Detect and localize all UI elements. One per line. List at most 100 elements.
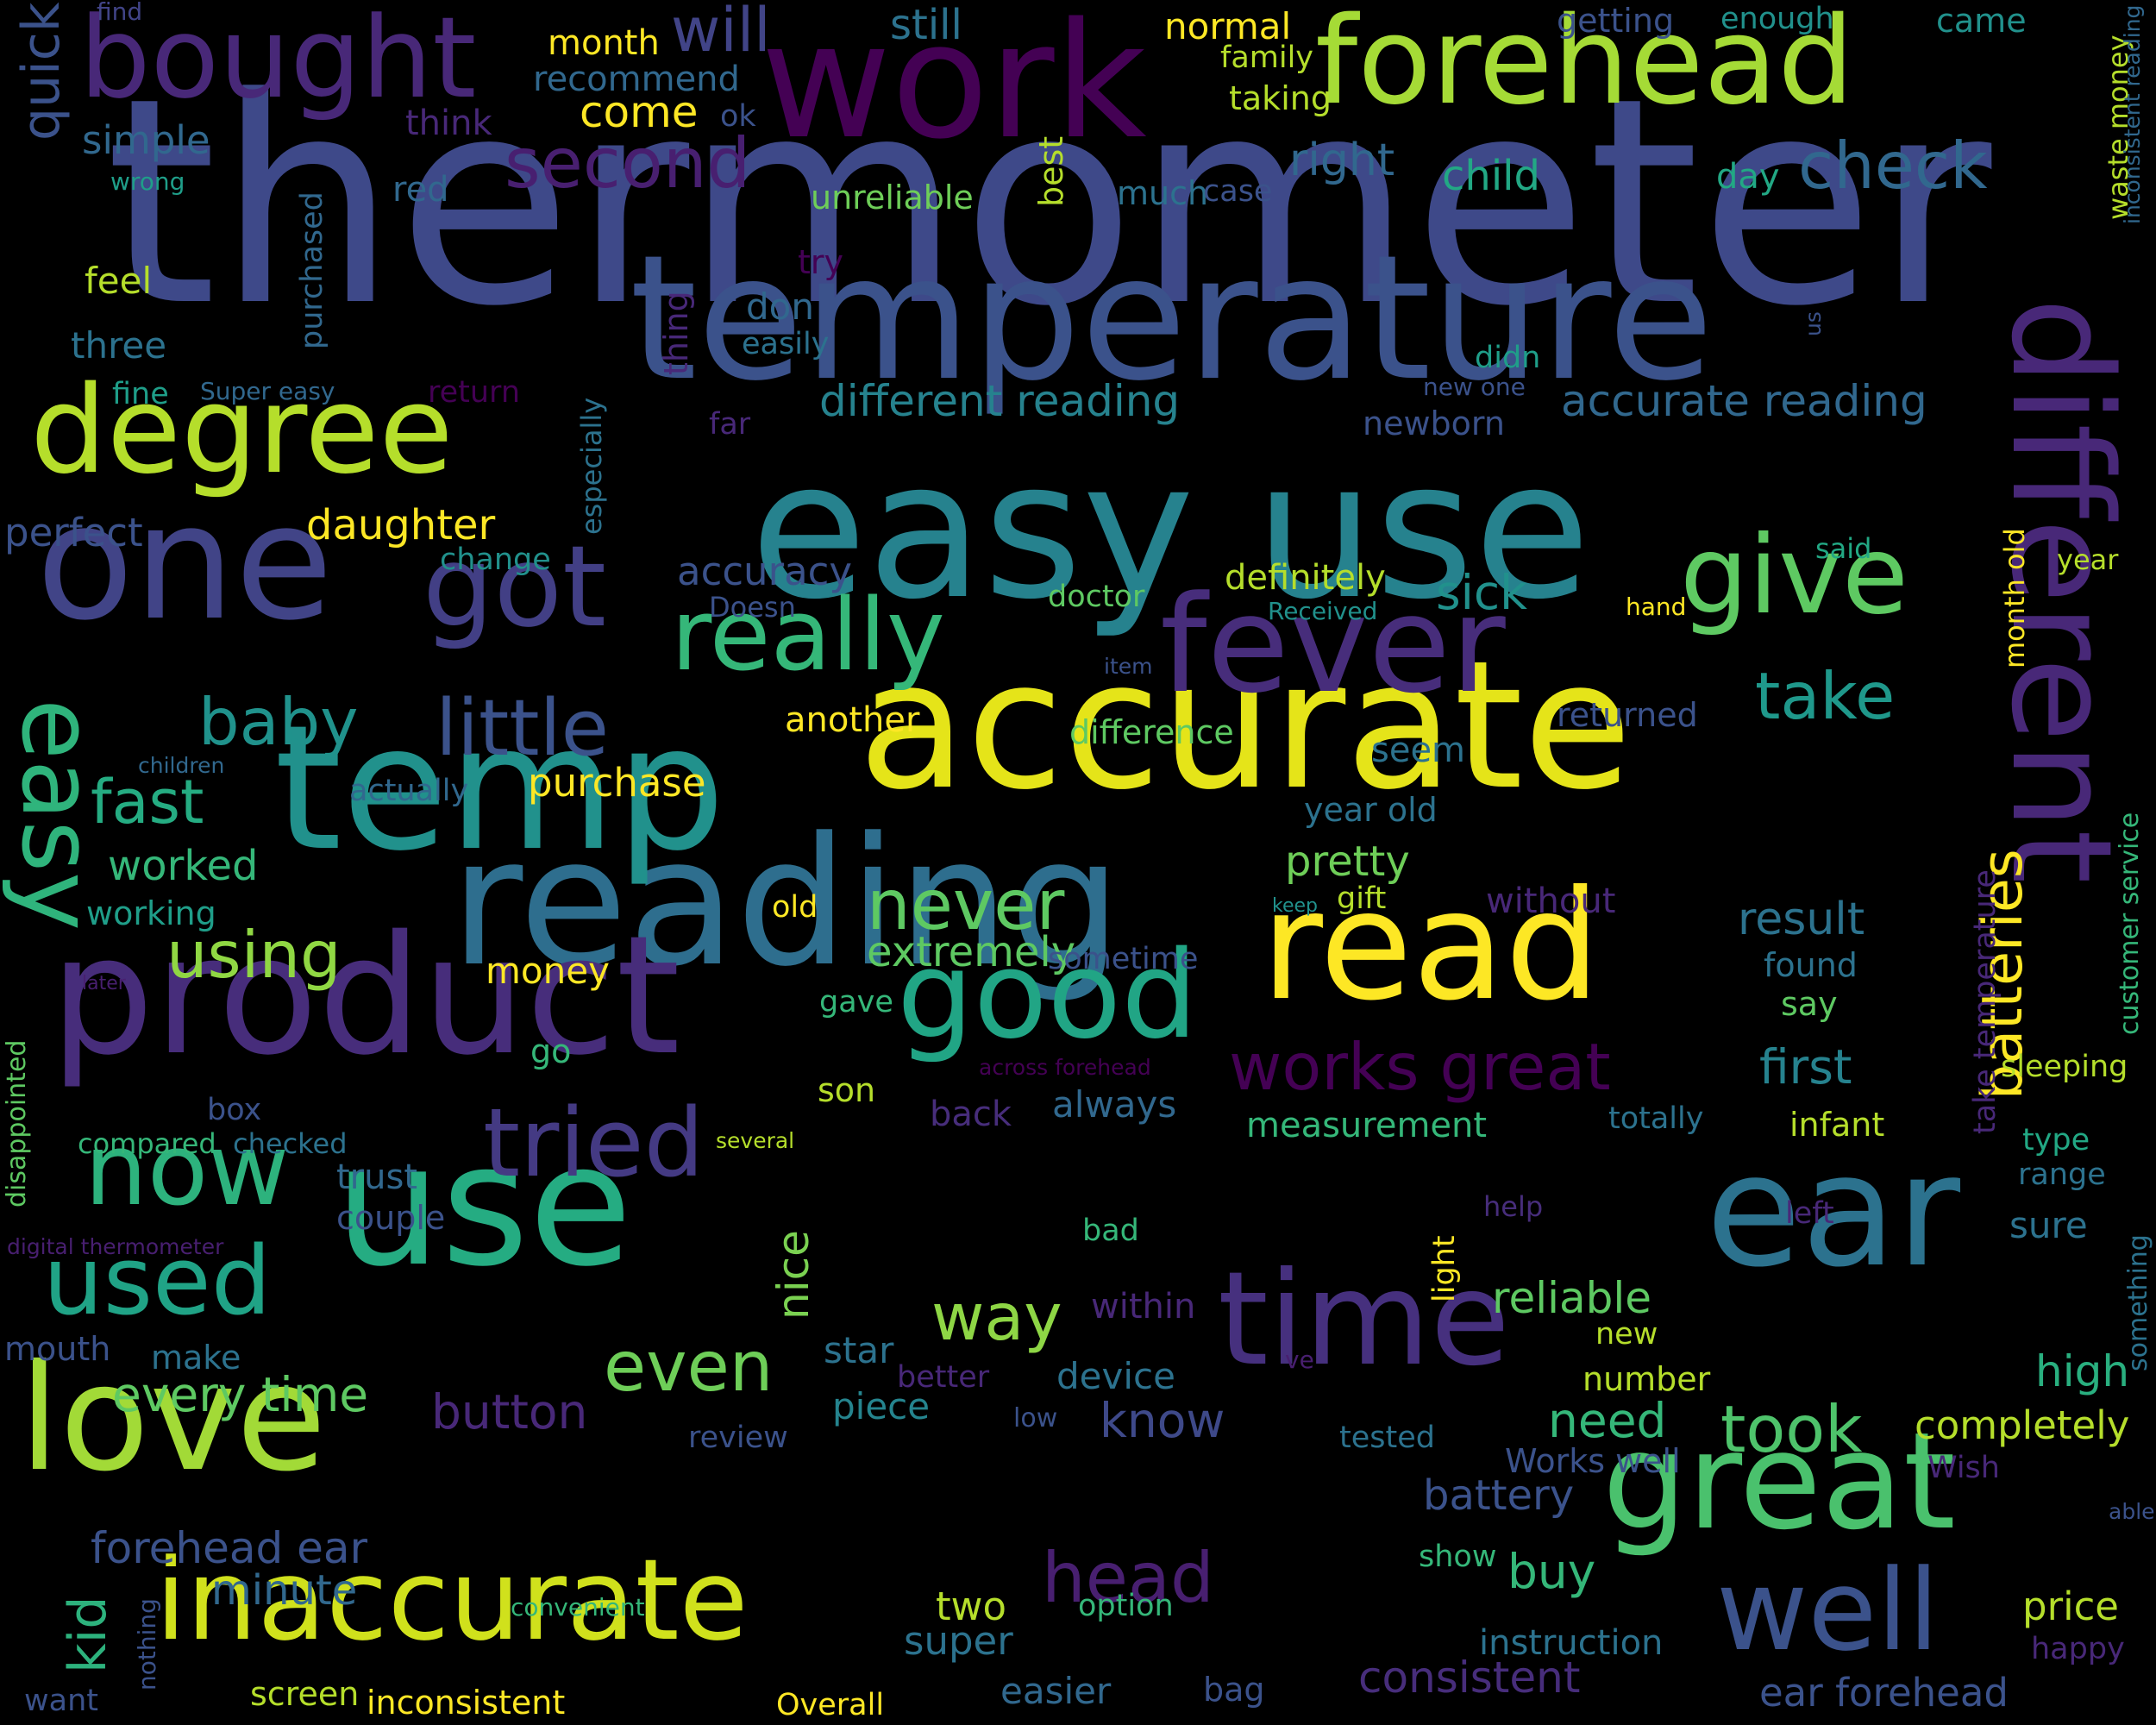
- word-find: find: [97, 0, 143, 26]
- word-checked: checked: [233, 1127, 348, 1160]
- word-number: number: [1583, 1360, 1711, 1398]
- word-couple: couple: [336, 1199, 446, 1237]
- word-disappointed: disappointed: [2, 1039, 32, 1208]
- word-old: old: [772, 890, 818, 925]
- word-newborn: newborn: [1363, 405, 1505, 442]
- word-reading: reading: [450, 800, 1122, 1006]
- word-doctor: doctor: [1048, 580, 1145, 614]
- word-change: change: [440, 543, 551, 577]
- word-works-well: Works well: [1505, 1442, 1681, 1480]
- word-new: new: [1595, 1317, 1658, 1352]
- word-easier: easier: [1000, 1670, 1112, 1712]
- word-love: love: [19, 1333, 327, 1504]
- word-far: far: [709, 407, 751, 442]
- word-doesn: Doesn: [709, 591, 796, 624]
- word-totally: totally: [1608, 1101, 1704, 1136]
- word-measurement: measurement: [1246, 1106, 1488, 1145]
- word-read: read: [1261, 859, 1601, 1034]
- word-go: go: [530, 1032, 572, 1070]
- word-good: good: [897, 925, 1199, 1066]
- word-temperature: temperature: [630, 218, 1714, 419]
- word-case: case: [1203, 174, 1273, 209]
- word-light: light: [1427, 1235, 1462, 1302]
- word-range: range: [2018, 1157, 2106, 1192]
- word-wrong: wrong: [110, 167, 185, 196]
- word-better: better: [897, 1360, 990, 1395]
- word-tested: tested: [1339, 1421, 1435, 1455]
- word-mouth: mouth: [4, 1330, 111, 1368]
- word-bought: bought: [79, 0, 477, 123]
- word-want: want: [24, 1684, 98, 1718]
- word-ok: ok: [720, 99, 756, 134]
- word-simple: simple: [82, 117, 210, 163]
- word-right: right: [1289, 135, 1395, 186]
- word-fast: fast: [91, 767, 204, 837]
- word-item: item: [1104, 654, 1153, 679]
- word-different-reading: different reading: [819, 376, 1181, 426]
- word-inaccurate: inaccurate: [155, 1534, 749, 1665]
- word-year: year: [2057, 543, 2119, 576]
- word-enough: enough: [1720, 2, 1834, 36]
- word-month-old: month old: [1998, 528, 2031, 668]
- word-perfect: perfect: [4, 510, 143, 555]
- word-degree: degree: [30, 361, 454, 501]
- word-baby: baby: [198, 684, 359, 760]
- word-piece: piece: [832, 1385, 931, 1427]
- word-taking: taking: [1229, 79, 1332, 117]
- word-sick: sick: [1436, 565, 1528, 620]
- word-now: now: [85, 1113, 290, 1228]
- word-nothing: nothing: [133, 1598, 161, 1690]
- word-make: make: [151, 1339, 241, 1377]
- word-try: try: [798, 243, 844, 281]
- word-trust: trust: [336, 1157, 418, 1197]
- word-across-forehead: across forehead: [979, 1055, 1151, 1080]
- word-bad: bad: [1082, 1214, 1139, 1248]
- word-best: best: [1032, 135, 1070, 207]
- word-sometime: sometime: [1048, 942, 1199, 976]
- word-new-one: new one: [1423, 373, 1526, 401]
- word-left: left: [1785, 1196, 1834, 1231]
- word-screen: screen: [250, 1675, 360, 1713]
- word-hand: hand: [1626, 593, 1687, 621]
- word-first: first: [1759, 1039, 1852, 1095]
- word-convenient: convenient: [511, 1593, 645, 1622]
- word-consistent: consistent: [1358, 1653, 1581, 1703]
- word-need: need: [1548, 1393, 1667, 1448]
- word-give: give: [1680, 513, 1908, 638]
- word-time: time: [1218, 1245, 1510, 1395]
- word-gave: gave: [819, 985, 893, 1019]
- word-device: device: [1056, 1355, 1175, 1397]
- word-received: Received: [1268, 597, 1378, 625]
- word-daughter: daughter: [306, 501, 496, 549]
- word-product: product: [50, 900, 680, 1091]
- word-month: month: [548, 23, 660, 63]
- word-way: way: [931, 1279, 1062, 1355]
- word-bag: bag: [1203, 1671, 1265, 1709]
- word-completely: completely: [1915, 1402, 2130, 1448]
- word-two: two: [936, 1584, 1006, 1629]
- word-think: think: [405, 104, 492, 143]
- word-really: really: [671, 578, 945, 693]
- word-working: working: [86, 894, 216, 932]
- word-show: show: [1419, 1540, 1497, 1574]
- word-purchase: purchase: [528, 760, 706, 806]
- word-three: three: [71, 324, 167, 367]
- word-children: children: [138, 753, 225, 778]
- word-still: still: [890, 1, 962, 49]
- word-feel: feel: [85, 260, 153, 302]
- word-got: got: [423, 521, 607, 652]
- word-know: know: [1100, 1393, 1225, 1448]
- word-reliable: reliable: [1492, 1273, 1652, 1323]
- word-red: red: [392, 170, 449, 210]
- word-accurate: accurate: [858, 624, 1633, 829]
- word-take: take: [1755, 658, 1896, 734]
- word-much: much: [1117, 174, 1209, 212]
- word-review: review: [688, 1421, 788, 1455]
- word-head: head: [1042, 1538, 1214, 1618]
- word-ve: ve: [1285, 1346, 1314, 1374]
- word-price: price: [2022, 1584, 2119, 1629]
- word-minute: minute: [211, 1566, 358, 1615]
- word-great: great: [1602, 1403, 1956, 1559]
- word-thing: thing: [657, 291, 695, 375]
